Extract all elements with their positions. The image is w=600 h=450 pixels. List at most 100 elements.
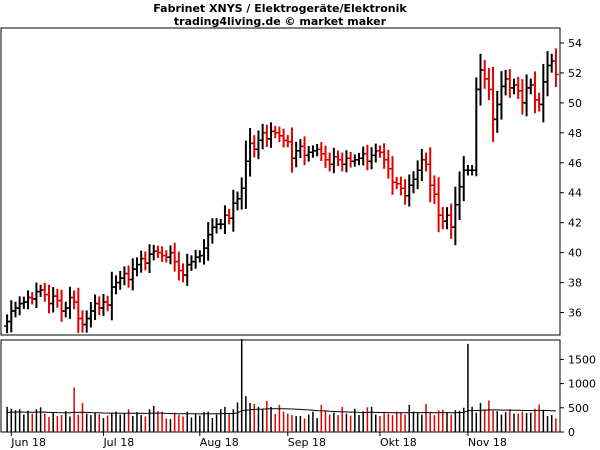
price-tick-label: 50 <box>568 97 582 110</box>
ohlc-bar <box>443 207 450 230</box>
price-tick-label: 46 <box>568 157 582 170</box>
ohlc-bar <box>221 205 228 235</box>
price-axis: 36 38 40 42 44 46 48 50 52 54 <box>560 37 582 320</box>
ohlc-bar <box>100 293 107 317</box>
ohlc-bar <box>410 171 417 194</box>
ohlc-bar <box>41 282 48 302</box>
ohlc-bar <box>238 177 245 210</box>
date-tick-label: Sep 18 <box>288 436 326 449</box>
ohlc-bar <box>108 271 115 321</box>
ohlc-bar <box>142 251 149 271</box>
ohlc-bar <box>297 139 304 158</box>
price-frame <box>0 27 561 336</box>
ohlc-bar <box>552 48 559 88</box>
ohlc-bar <box>234 191 241 211</box>
ohlc-bar <box>473 77 480 177</box>
ohlc-bar <box>66 286 73 319</box>
ohlc-bar <box>8 300 15 333</box>
volume-axis: 0 500 1000 1500 <box>560 353 596 439</box>
price-tick-label: 42 <box>568 217 582 230</box>
ohlc-bar <box>435 177 442 233</box>
price-tick-label: 52 <box>568 67 582 80</box>
ohlc-bar <box>75 287 82 333</box>
ohlc-bar <box>87 302 94 328</box>
ohlc-bar <box>83 310 90 333</box>
ohlc-bar <box>293 141 300 168</box>
ohlc-bar <box>175 251 182 281</box>
ohlc-bar <box>322 145 329 168</box>
ohlc-bar <box>397 176 404 196</box>
ohlc-bar <box>360 146 367 166</box>
price-tick-label: 40 <box>568 247 582 260</box>
ohlc-bar <box>33 282 40 309</box>
date-axis: Jun 18 Jul 18 Aug 18 Sep 18 Okt 18 Nov 18 <box>10 432 507 449</box>
ohlc-bar <box>276 126 283 143</box>
chart-title: Fabrinet XNYS / Elektrogeräte/Elektronik <box>153 2 407 15</box>
ohlc-bar <box>268 122 275 148</box>
ohlc-bar <box>506 69 513 98</box>
ohlc-bar <box>25 290 32 310</box>
ohlc-bar <box>259 123 266 150</box>
price-tick-label: 48 <box>568 127 582 140</box>
ohlc-bar <box>263 124 270 147</box>
ohlc-bar <box>79 310 86 333</box>
ohlc-bar <box>477 53 484 106</box>
ohlc-bar <box>121 266 128 286</box>
ohlc-bar <box>536 92 543 112</box>
ohlc-bar <box>288 127 295 173</box>
ohlc-bar <box>540 63 547 123</box>
volume-frame <box>0 339 561 433</box>
ohlc-bar <box>213 217 220 234</box>
ohlc-bar <box>523 74 530 117</box>
ohlc-bar <box>242 140 249 209</box>
ohlc-bar <box>71 290 78 310</box>
ohlc-bar <box>184 253 191 286</box>
ohlc-bar <box>498 71 505 120</box>
ohlc-bar <box>205 222 212 261</box>
ohlc-bar <box>226 208 233 225</box>
ohlc-bar <box>113 275 120 295</box>
price-tick-label: 44 <box>568 187 582 200</box>
ohlc-bar <box>402 179 409 205</box>
ohlc-bar <box>209 218 216 244</box>
ohlc-bar <box>544 51 551 97</box>
ohlc-bar <box>527 78 534 95</box>
ohlc-bar <box>381 143 388 169</box>
ohlc-bar <box>330 147 337 174</box>
ohlc-bar <box>159 246 166 262</box>
ohlc-bar <box>511 78 518 95</box>
ohlc-bar <box>146 244 153 274</box>
ohlc-bar <box>385 149 392 179</box>
ohlc-bar <box>452 186 459 246</box>
volume-tick-label: 0 <box>568 426 575 439</box>
ohlc-bar <box>50 287 57 313</box>
ohlc-bar <box>456 171 463 220</box>
ohlc-bar <box>200 239 207 265</box>
ohlc-bar <box>494 90 501 133</box>
price-panel <box>0 27 561 336</box>
ohlc-bar <box>58 289 65 322</box>
ohlc-bar <box>96 296 103 316</box>
ohlc-bar <box>301 136 308 166</box>
ohlc-bar <box>335 150 342 167</box>
ohlc-bar <box>531 71 538 114</box>
ohlc-bar <box>247 128 254 177</box>
ohlc-bar <box>138 250 145 273</box>
ohlc-bar <box>318 142 325 161</box>
ohlc-bar <box>439 207 446 230</box>
ohlc-bar <box>515 76 522 99</box>
price-tick-label: 38 <box>568 277 582 290</box>
volume-tick-label: 1000 <box>568 378 596 391</box>
volume-tick-label: 500 <box>568 402 589 415</box>
ohlc-bar <box>326 152 333 172</box>
volume-average-line <box>7 408 556 415</box>
ohlc-bar <box>548 53 555 73</box>
ohlc-bar <box>481 60 488 89</box>
chart-subtitle: trading4living.de © market maker <box>173 15 387 28</box>
ohlc-bar <box>368 147 375 170</box>
ohlc-bar <box>62 301 69 318</box>
ohlc-bar <box>280 128 287 148</box>
date-tick-label: Aug 18 <box>200 436 239 449</box>
